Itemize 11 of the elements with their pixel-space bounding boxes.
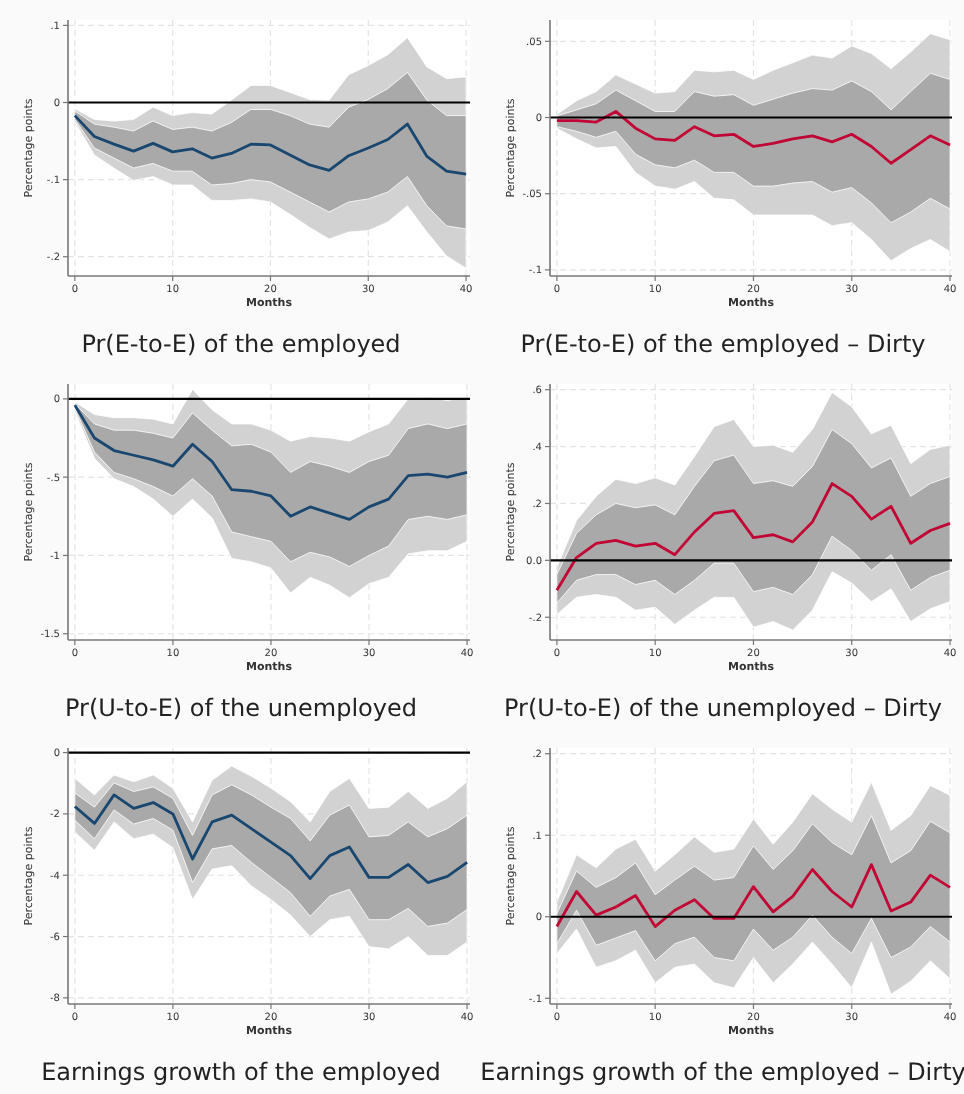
line-series	[555, 110, 952, 165]
line-series	[73, 793, 469, 884]
text: Pr(U-to-E) of the unemployed – Dirty	[504, 694, 942, 722]
text: Earnings growth of the employed	[41, 1058, 441, 1086]
text: Pr(U-to-E) of the unemployed	[65, 694, 417, 722]
line-series	[73, 403, 469, 521]
text: Pr(E-to-E) of the employed – Dirty	[520, 330, 926, 358]
line-series	[555, 482, 952, 592]
line-series	[73, 114, 468, 176]
line-series	[555, 863, 952, 928]
text: Pr(E-to-E) of the employed	[81, 330, 401, 358]
